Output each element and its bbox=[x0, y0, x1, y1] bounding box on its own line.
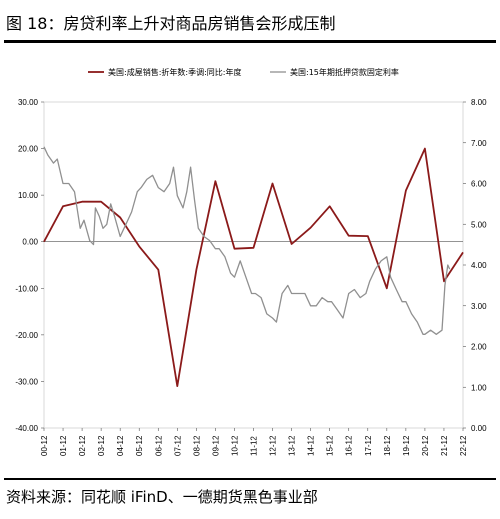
series-line-mortgage-rate bbox=[43, 146, 451, 335]
x-tick-label: 06-12 bbox=[154, 435, 163, 456]
source-rule bbox=[4, 478, 496, 480]
left-tick-label: -40.00 bbox=[15, 424, 38, 433]
left-tick-label: 0.00 bbox=[22, 238, 38, 247]
chart-frame bbox=[43, 101, 464, 429]
right-tick-label: 6.00 bbox=[471, 180, 487, 189]
x-tick-label: 12-12 bbox=[269, 435, 278, 456]
left-tick-label: -20.00 bbox=[15, 331, 38, 340]
left-tick-label: -30.00 bbox=[15, 377, 38, 386]
left-tick-label: 30.00 bbox=[18, 98, 39, 107]
title-rule bbox=[4, 40, 496, 43]
x-tick-label: 05-12 bbox=[135, 435, 144, 456]
x-tick-label: 19-12 bbox=[402, 435, 411, 456]
legend-label: 美国:成屋销售:折年数:季调:同比:年度 bbox=[108, 67, 241, 77]
left-tick-label: -10.00 bbox=[15, 284, 38, 293]
series-layer bbox=[43, 146, 464, 387]
x-tick-label: 17-12 bbox=[364, 435, 373, 456]
x-tick-label: 13-12 bbox=[288, 435, 297, 456]
x-tick-label: 02-12 bbox=[78, 435, 87, 456]
x-tick-label: 14-12 bbox=[307, 435, 316, 456]
x-tick-label: 20-12 bbox=[421, 435, 430, 456]
series-line-existing-home-sales bbox=[43, 147, 464, 387]
x-tick-label: 03-12 bbox=[97, 435, 106, 456]
left-tick-label: 10.00 bbox=[18, 191, 39, 200]
right-tick-label: 8.00 bbox=[471, 98, 487, 107]
left-tick-label: 20.00 bbox=[18, 145, 39, 154]
x-tick-label: 15-12 bbox=[326, 435, 335, 456]
chart: 美国:成屋销售:折年数:季调:同比:年度 美国:15年期抵押贷款固定利率 30.0… bbox=[15, 67, 487, 456]
x-tick-label: 21-12 bbox=[440, 435, 449, 456]
x-axis: 00-12 01-12 02-12 03-12 04-12 05-12 06-12 07-12… bbox=[40, 428, 468, 456]
x-tick-label: 22-12 bbox=[459, 435, 468, 456]
x-tick-label: 18-12 bbox=[383, 435, 392, 456]
right-tick-label: 4.00 bbox=[471, 261, 487, 270]
right-tick-label: 3.00 bbox=[471, 302, 487, 311]
x-tick-label: 08-12 bbox=[192, 435, 201, 456]
right-tick-label: 1.00 bbox=[471, 383, 487, 392]
figure-title: 图 18：房贷利率上升对商品房销售会形成压制 bbox=[6, 14, 336, 33]
x-tick-label: 16-12 bbox=[345, 435, 354, 456]
x-tick-label: 11-12 bbox=[250, 436, 259, 456]
x-tick-label: 09-12 bbox=[211, 435, 220, 456]
left-axis: 30.00 20.00 10.00 0.00 -10.00 -20.00 -30.00 -40… bbox=[15, 98, 44, 433]
right-tick-label: 2.00 bbox=[471, 343, 487, 352]
x-tick-label: 10-12 bbox=[230, 435, 239, 456]
x-tick-label: 01-12 bbox=[59, 435, 68, 456]
right-tick-label: 0.00 bbox=[471, 424, 487, 433]
plot-border bbox=[43, 101, 464, 429]
x-tick-label: 04-12 bbox=[116, 435, 125, 456]
x-tick-label: 00-12 bbox=[40, 435, 49, 456]
right-axis: 8.00 7.00 6.00 5.00 4.00 3.00 2.00 1.00 0.00 bbox=[463, 98, 487, 433]
chart-legend: 美国:成屋销售:折年数:季调:同比:年度 美国:15年期抵押贷款固定利率 bbox=[88, 67, 399, 77]
x-tick-label: 07-12 bbox=[173, 435, 182, 456]
legend-label: 美国:15年期抵押贷款固定利率 bbox=[290, 67, 399, 77]
source-note: 资料来源：同花顺 iFinD、一德期货黑色事业部 bbox=[6, 488, 318, 506]
right-tick-label: 5.00 bbox=[471, 220, 487, 229]
right-tick-label: 7.00 bbox=[471, 139, 487, 148]
